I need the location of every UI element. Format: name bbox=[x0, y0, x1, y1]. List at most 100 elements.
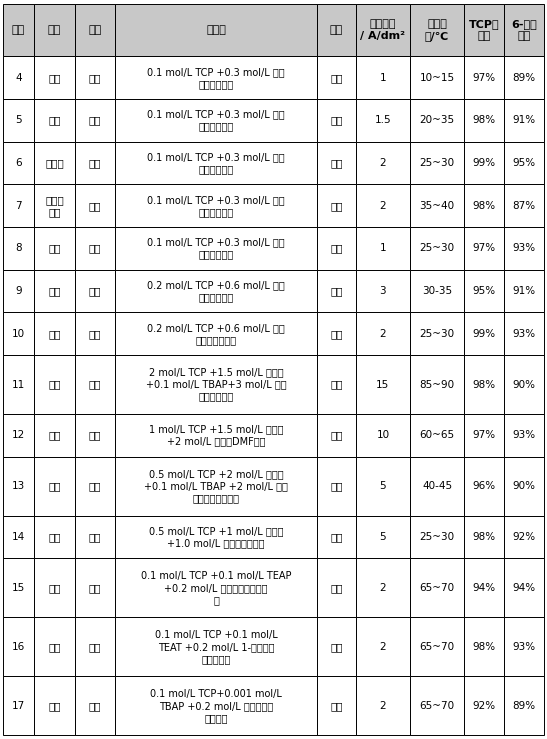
Bar bbox=[464, 270, 504, 313]
Bar bbox=[317, 142, 356, 185]
Bar bbox=[504, 4, 544, 56]
Bar bbox=[75, 56, 115, 99]
Text: 30-35: 30-35 bbox=[422, 286, 452, 296]
Text: 0.5 mol/L TCP +2 mol/L 乙酸锂
+0.1 mol/L TBAP +2 mol/L 环己
酮的四氢呋喃溶液: 0.5 mol/L TCP +2 mol/L 乙酸锂 +0.1 mol/L TB… bbox=[144, 469, 288, 503]
Bar bbox=[3, 99, 34, 142]
Text: TCP转
化率: TCP转 化率 bbox=[469, 19, 499, 41]
Text: 空气: 空气 bbox=[330, 286, 342, 296]
Text: 2: 2 bbox=[380, 642, 386, 652]
Text: 氧气: 氧气 bbox=[330, 481, 342, 491]
Bar bbox=[410, 56, 464, 99]
Bar bbox=[356, 142, 410, 185]
Text: 90%: 90% bbox=[513, 481, 536, 491]
Bar bbox=[115, 185, 317, 227]
Bar bbox=[115, 676, 317, 735]
Bar bbox=[317, 227, 356, 270]
Text: 15: 15 bbox=[376, 380, 389, 389]
Text: 锌片: 锌片 bbox=[89, 201, 101, 211]
Bar bbox=[317, 559, 356, 617]
Text: 25~30: 25~30 bbox=[420, 329, 455, 339]
Bar bbox=[356, 559, 410, 617]
Text: 空气: 空气 bbox=[330, 201, 342, 211]
Bar bbox=[410, 313, 464, 355]
Text: 89%: 89% bbox=[513, 72, 536, 83]
Text: 氧气: 氧气 bbox=[330, 380, 342, 389]
Bar bbox=[34, 227, 75, 270]
Bar bbox=[410, 270, 464, 313]
Text: 92%: 92% bbox=[513, 532, 536, 542]
Text: 98%: 98% bbox=[473, 380, 496, 389]
Text: 10: 10 bbox=[12, 329, 25, 339]
Bar bbox=[3, 559, 34, 617]
Text: 93%: 93% bbox=[513, 329, 536, 339]
Bar bbox=[504, 227, 544, 270]
Text: 空气: 空气 bbox=[330, 329, 342, 339]
Bar bbox=[504, 270, 544, 313]
Text: 91%: 91% bbox=[513, 286, 536, 296]
Text: 95%: 95% bbox=[513, 158, 536, 168]
Bar bbox=[3, 516, 34, 559]
Text: 90%: 90% bbox=[513, 380, 536, 389]
Bar bbox=[3, 313, 34, 355]
Text: 87%: 87% bbox=[513, 201, 536, 211]
Bar bbox=[75, 676, 115, 735]
Text: 9: 9 bbox=[15, 286, 22, 296]
Text: 85~90: 85~90 bbox=[420, 380, 455, 389]
Text: 空气: 空气 bbox=[330, 642, 342, 652]
Bar bbox=[3, 457, 34, 516]
Bar bbox=[464, 516, 504, 559]
Text: 铝片: 铝片 bbox=[89, 583, 101, 593]
Text: 40-45: 40-45 bbox=[422, 481, 452, 491]
Text: 25~30: 25~30 bbox=[420, 243, 455, 253]
Bar bbox=[504, 617, 544, 676]
Bar bbox=[317, 4, 356, 56]
Bar bbox=[504, 414, 544, 457]
Text: 13: 13 bbox=[12, 481, 25, 491]
Bar bbox=[356, 56, 410, 99]
Bar bbox=[356, 617, 410, 676]
Bar bbox=[410, 185, 464, 227]
Text: 阴极液: 阴极液 bbox=[206, 25, 226, 35]
Bar bbox=[115, 516, 317, 559]
Bar bbox=[75, 270, 115, 313]
Bar bbox=[504, 56, 544, 99]
Bar bbox=[410, 676, 464, 735]
Text: 镁片: 镁片 bbox=[89, 481, 101, 491]
Text: 阳极: 阳极 bbox=[89, 25, 102, 35]
Text: 97%: 97% bbox=[473, 243, 496, 253]
Bar bbox=[115, 457, 317, 516]
Text: 2: 2 bbox=[380, 701, 386, 711]
Bar bbox=[464, 142, 504, 185]
Text: 20~35: 20~35 bbox=[420, 115, 455, 126]
Text: 银网: 银网 bbox=[48, 431, 61, 440]
Bar bbox=[356, 270, 410, 313]
Text: 银网: 银网 bbox=[48, 380, 61, 389]
Bar bbox=[504, 99, 544, 142]
Text: 锌片: 锌片 bbox=[89, 158, 101, 168]
Bar bbox=[464, 4, 504, 56]
Text: 65~70: 65~70 bbox=[420, 701, 455, 711]
Bar bbox=[464, 617, 504, 676]
Text: 银网: 银网 bbox=[48, 701, 61, 711]
Bar bbox=[3, 4, 34, 56]
Bar bbox=[410, 355, 464, 414]
Bar bbox=[504, 142, 544, 185]
Text: 银网: 银网 bbox=[48, 286, 61, 296]
Bar bbox=[75, 185, 115, 227]
Text: 铝片: 铝片 bbox=[89, 642, 101, 652]
Bar bbox=[75, 142, 115, 185]
Text: 25~30: 25~30 bbox=[420, 158, 455, 168]
Bar bbox=[75, 559, 115, 617]
Text: 97%: 97% bbox=[473, 431, 496, 440]
Text: 银网: 银网 bbox=[48, 532, 61, 542]
Bar bbox=[317, 676, 356, 735]
Text: 2: 2 bbox=[380, 201, 386, 211]
Text: 1: 1 bbox=[380, 72, 386, 83]
Text: 6-氯烟
酸酯: 6-氯烟 酸酯 bbox=[511, 19, 537, 41]
Bar bbox=[115, 56, 317, 99]
Text: 银网: 银网 bbox=[48, 243, 61, 253]
Bar bbox=[504, 559, 544, 617]
Bar bbox=[34, 313, 75, 355]
Text: 0.1 mol/L TCP +0.3 mol/L 乙酸
锂的甲醇溶液: 0.1 mol/L TCP +0.3 mol/L 乙酸 锂的甲醇溶液 bbox=[147, 109, 285, 132]
Bar bbox=[3, 142, 34, 185]
